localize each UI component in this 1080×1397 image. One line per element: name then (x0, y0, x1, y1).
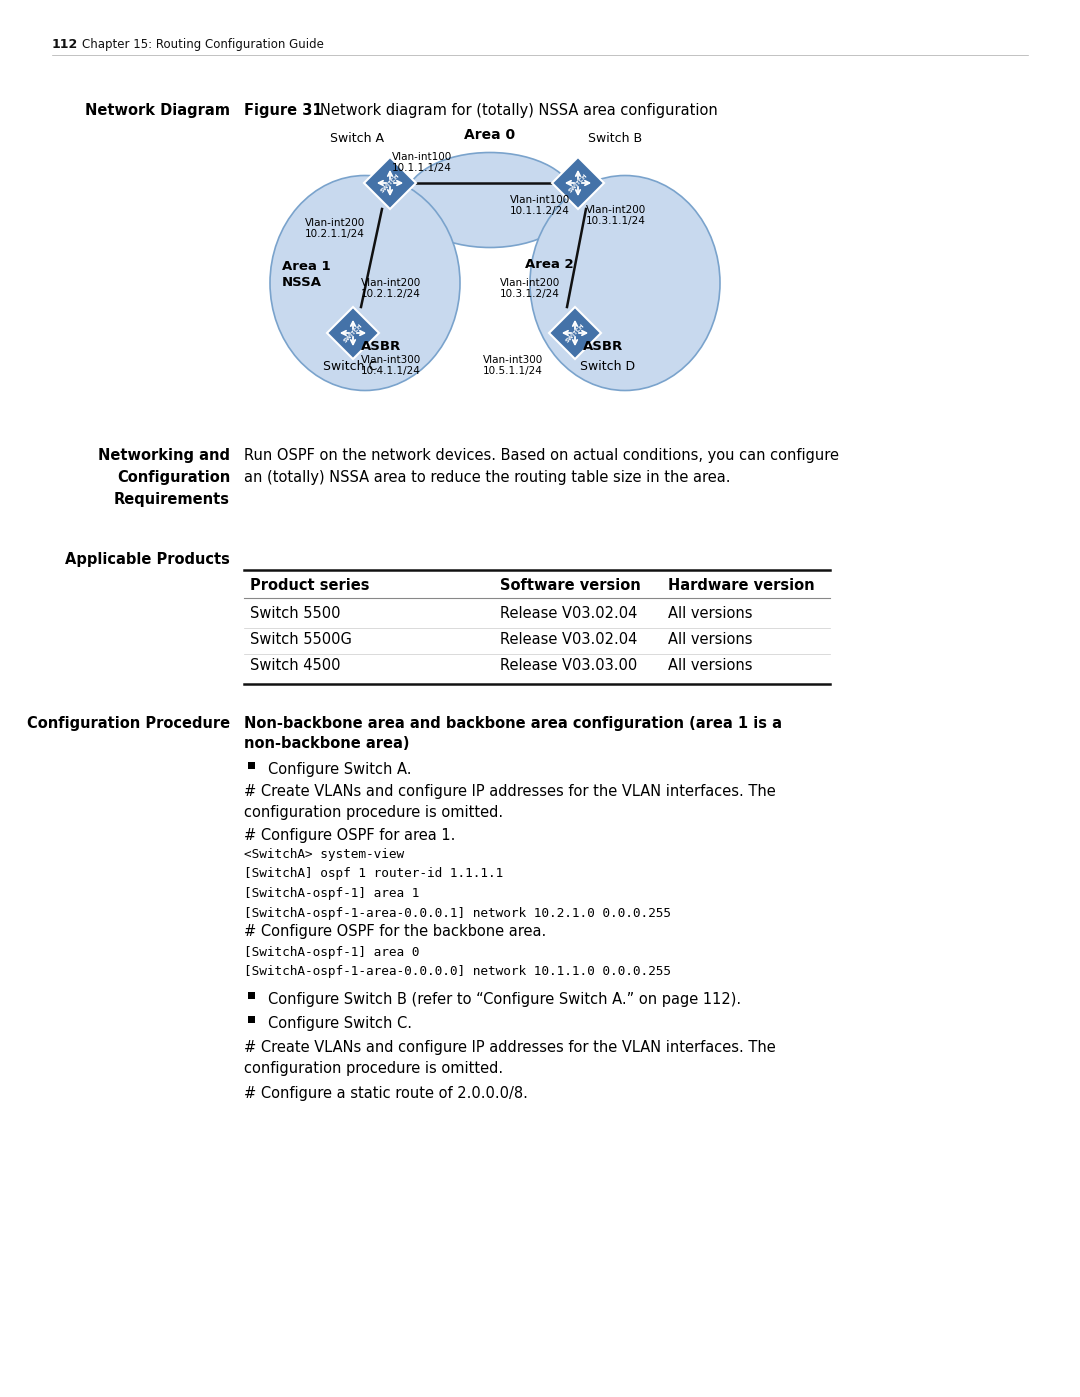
Text: # Configure OSPF for the backbone area.: # Configure OSPF for the backbone area. (244, 923, 546, 939)
Text: Figure 31: Figure 31 (244, 103, 323, 117)
Ellipse shape (405, 152, 575, 247)
Text: Hardware version: Hardware version (669, 578, 814, 592)
Bar (248, 1016, 255, 1023)
Text: Release V03.02.04: Release V03.02.04 (500, 606, 637, 622)
Text: 10.3.1.2/24: 10.3.1.2/24 (500, 289, 559, 299)
Text: Vlan-int200: Vlan-int200 (586, 205, 646, 215)
Text: All versions: All versions (669, 631, 753, 647)
Text: All versions: All versions (669, 606, 753, 622)
Text: All versions: All versions (669, 658, 753, 673)
Text: 10.3.1.1/24: 10.3.1.1/24 (586, 217, 646, 226)
Text: Vlan-int100: Vlan-int100 (510, 196, 570, 205)
Text: Switch A: Switch A (330, 131, 384, 145)
Bar (248, 992, 255, 999)
Text: Chapter 15: Routing Configuration Guide: Chapter 15: Routing Configuration Guide (82, 38, 324, 52)
Text: Network diagram for (totally) NSSA area configuration: Network diagram for (totally) NSSA area … (320, 103, 718, 117)
Text: Switch B: Switch B (588, 131, 643, 145)
Text: 10.5.1.1/24: 10.5.1.1/24 (483, 366, 543, 376)
Text: Release V03.02.04: Release V03.02.04 (500, 631, 637, 647)
Text: Non-backbone area and backbone area configuration (area 1 is a
non-backbone area: Non-backbone area and backbone area conf… (244, 717, 782, 750)
Text: Applicable Products: Applicable Products (65, 552, 230, 567)
Text: Switch 4500: Switch 4500 (249, 658, 340, 673)
Text: Switch D: Switch D (580, 360, 635, 373)
Text: Run OSPF on the network devices. Based on actual conditions, you can configure
a: Run OSPF on the network devices. Based o… (244, 448, 839, 485)
Text: Configuration Procedure: Configuration Procedure (27, 717, 230, 731)
Text: Area 1
NSSA: Area 1 NSSA (282, 260, 330, 289)
Bar (248, 761, 255, 768)
Ellipse shape (270, 176, 460, 391)
Text: Network Diagram: Network Diagram (85, 103, 230, 117)
Text: Configure Switch B (refer to “Configure Switch A.” on page 112).: Configure Switch B (refer to “Configure … (268, 992, 741, 1007)
Text: Area 0: Area 0 (464, 129, 515, 142)
Text: Release V03.03.00: Release V03.03.00 (500, 658, 637, 673)
Text: Vlan-int200: Vlan-int200 (500, 278, 561, 288)
Text: Vlan-int200: Vlan-int200 (361, 278, 421, 288)
Text: [SwitchA-ospf-1] area 0
[SwitchA-ospf-1-area-0.0.0.0] network 10.1.1.0 0.0.0.255: [SwitchA-ospf-1] area 0 [SwitchA-ospf-1-… (244, 946, 671, 978)
Text: ASBR: ASBR (361, 339, 402, 353)
Text: Switch C: Switch C (323, 360, 377, 373)
Text: Area 2: Area 2 (525, 258, 573, 271)
Polygon shape (364, 156, 416, 210)
Text: Vlan-int300: Vlan-int300 (361, 355, 421, 365)
Text: SWITCH: SWITCH (568, 173, 589, 193)
Text: 10.4.1.1/24: 10.4.1.1/24 (361, 366, 421, 376)
Text: Configure Switch A.: Configure Switch A. (268, 761, 411, 777)
Text: # Configure OSPF for area 1.: # Configure OSPF for area 1. (244, 828, 456, 842)
Text: SWITCH: SWITCH (342, 323, 364, 344)
Text: SWITCH: SWITCH (565, 323, 585, 344)
Text: Networking and
Configuration
Requirements: Networking and Configuration Requirement… (98, 448, 230, 507)
Text: # Create VLANs and configure IP addresses for the VLAN interfaces. The
configura: # Create VLANs and configure IP addresse… (244, 784, 775, 820)
Text: 10.2.1.1/24: 10.2.1.1/24 (305, 229, 365, 239)
Text: <SwitchA> system-view
[SwitchA] ospf 1 router-id 1.1.1.1
[SwitchA-ospf-1] area 1: <SwitchA> system-view [SwitchA] ospf 1 r… (244, 848, 671, 919)
Text: 10.1.1.2/24: 10.1.1.2/24 (510, 205, 570, 217)
Text: Software version: Software version (500, 578, 640, 592)
Text: 112: 112 (52, 38, 78, 52)
Text: ASBR: ASBR (583, 339, 623, 353)
Text: # Create VLANs and configure IP addresses for the VLAN interfaces. The
configura: # Create VLANs and configure IP addresse… (244, 1039, 775, 1076)
Polygon shape (552, 156, 604, 210)
Text: Product series: Product series (249, 578, 369, 592)
Text: Configure Switch C.: Configure Switch C. (268, 1016, 411, 1031)
Text: 10.1.1.1/24: 10.1.1.1/24 (392, 163, 451, 173)
Ellipse shape (530, 176, 720, 391)
Text: Vlan-int300: Vlan-int300 (483, 355, 543, 365)
Polygon shape (327, 307, 379, 359)
Text: Switch 5500G: Switch 5500G (249, 631, 352, 647)
Text: SWITCH: SWITCH (379, 173, 401, 193)
Polygon shape (549, 307, 600, 359)
Text: Vlan-int100: Vlan-int100 (392, 152, 453, 162)
Text: Switch 5500: Switch 5500 (249, 606, 340, 622)
Text: 10.2.1.2/24: 10.2.1.2/24 (361, 289, 421, 299)
Text: # Configure a static route of 2.0.0.0/8.: # Configure a static route of 2.0.0.0/8. (244, 1085, 528, 1101)
Text: Vlan-int200: Vlan-int200 (305, 218, 365, 228)
